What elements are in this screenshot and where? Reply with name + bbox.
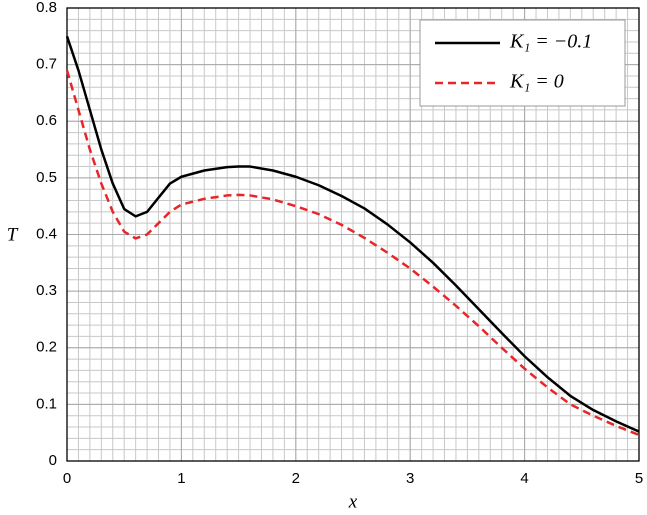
y-tick-label: 0.7 [36,56,57,73]
x-tick-label: 2 [292,470,300,487]
y-tick-label: 0.6 [36,112,57,129]
y-tick-label: 0.3 [36,282,57,299]
x-tick-label: 1 [177,470,185,487]
y-tick-label: 0 [49,452,57,469]
data-line [65,35,640,433]
x-axis-label: x [348,491,358,512]
y-tick-label: 0.4 [36,225,57,242]
legend-box [419,19,626,107]
y-axis-label: T [7,224,19,245]
legend-label: K₁ = −0.1 [509,31,592,53]
x-tick-label: 0 [63,470,71,487]
plot-frame [66,7,640,462]
x-tick-label: 4 [520,470,528,487]
data-line [65,69,640,437]
y-tick-label: 0.1 [36,395,57,412]
x-tick-label: 3 [406,470,414,487]
y-tick-label: 0.5 [36,169,57,186]
y-tick-label: 0.8 [36,0,57,16]
legend-label: K₁ = 0 [509,71,564,93]
x-tick-label: 5 [635,470,643,487]
y-tick-label: 0.2 [36,339,57,356]
